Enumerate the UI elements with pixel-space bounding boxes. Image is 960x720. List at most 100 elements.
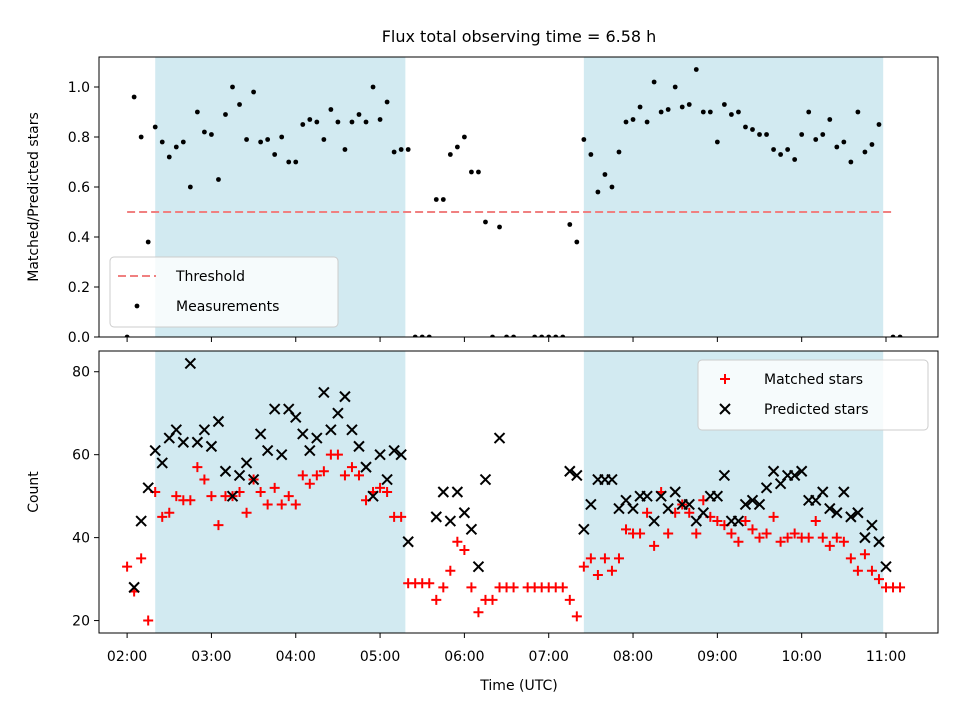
data-point bbox=[384, 99, 390, 105]
legend-box bbox=[697, 359, 929, 431]
data-point bbox=[768, 511, 779, 522]
x-tick-label: 04:00 bbox=[276, 649, 316, 665]
data-point bbox=[581, 137, 587, 142]
x-axis-label: Time (UTC) bbox=[479, 678, 557, 694]
data-point bbox=[873, 574, 884, 585]
data-point bbox=[539, 334, 545, 337]
data-point bbox=[332, 449, 343, 460]
data-point bbox=[269, 482, 280, 493]
data-point bbox=[487, 594, 498, 605]
data-point bbox=[335, 119, 341, 125]
data-point bbox=[279, 134, 285, 140]
data-point bbox=[349, 119, 355, 125]
data-point bbox=[430, 511, 442, 523]
data-point bbox=[732, 515, 745, 527]
data-point bbox=[164, 507, 175, 518]
data-point bbox=[585, 498, 597, 511]
data-point bbox=[135, 515, 147, 527]
data-point bbox=[375, 482, 386, 493]
legend-label: Predicted stars bbox=[764, 402, 869, 418]
legend: Threshold Measurements bbox=[109, 256, 339, 328]
data-point bbox=[353, 440, 365, 453]
data-point bbox=[711, 490, 724, 502]
data-point bbox=[817, 486, 829, 498]
data-point bbox=[321, 137, 327, 142]
data-point bbox=[743, 124, 748, 130]
data-point bbox=[275, 448, 288, 461]
data-point bbox=[454, 144, 460, 150]
data-point bbox=[721, 102, 727, 107]
data-point bbox=[122, 561, 133, 572]
data-point bbox=[469, 169, 474, 175]
data-point bbox=[866, 565, 877, 576]
data-point bbox=[795, 465, 808, 477]
y-axis-label: Matched/Predicted stars bbox=[26, 112, 42, 282]
data-point bbox=[564, 465, 576, 477]
data-point bbox=[747, 524, 758, 535]
data-point bbox=[859, 531, 871, 544]
data-point bbox=[733, 536, 744, 547]
data-point bbox=[268, 403, 281, 415]
chart-title: Flux total observing time = 6.58 h bbox=[382, 27, 657, 46]
data-point bbox=[726, 528, 737, 539]
data-point bbox=[740, 516, 751, 527]
data-point bbox=[451, 486, 464, 498]
data-point bbox=[700, 109, 706, 115]
data-point bbox=[444, 515, 457, 527]
data-point bbox=[328, 107, 334, 112]
data-point bbox=[789, 528, 800, 539]
data-point bbox=[272, 152, 278, 157]
x-tick-label: 02:00 bbox=[107, 649, 147, 665]
data-point bbox=[683, 498, 695, 511]
data-point bbox=[128, 581, 140, 594]
data-point bbox=[185, 495, 196, 506]
data-point bbox=[241, 507, 252, 518]
data-point bbox=[623, 119, 629, 125]
data-point bbox=[788, 469, 801, 482]
data-point bbox=[785, 147, 791, 152]
y-tick-label: 0.4 bbox=[68, 230, 90, 246]
data-point bbox=[859, 549, 870, 560]
data-point bbox=[223, 112, 228, 117]
data-point bbox=[311, 470, 322, 481]
data-point bbox=[662, 502, 674, 515]
data-point bbox=[199, 474, 210, 485]
data-point bbox=[465, 523, 478, 536]
data-point bbox=[202, 129, 207, 135]
data-point bbox=[237, 102, 242, 107]
data-point bbox=[599, 553, 610, 564]
data-point bbox=[205, 440, 218, 453]
data-point bbox=[476, 169, 481, 175]
data-point bbox=[459, 545, 470, 556]
data-point bbox=[254, 428, 267, 440]
data-point bbox=[395, 448, 407, 461]
data-point bbox=[124, 334, 130, 337]
data-point bbox=[693, 67, 699, 72]
data-point bbox=[493, 432, 506, 444]
data-point bbox=[649, 540, 660, 551]
y-tick-label: 40 bbox=[72, 531, 90, 547]
data-point bbox=[764, 132, 769, 137]
data-point bbox=[143, 615, 154, 626]
data-point bbox=[810, 516, 821, 527]
data-point bbox=[166, 154, 172, 160]
data-point bbox=[290, 499, 301, 510]
data-point bbox=[852, 565, 863, 576]
data-point bbox=[895, 582, 906, 593]
data-point bbox=[635, 528, 646, 539]
data-point bbox=[557, 582, 568, 593]
data-point bbox=[508, 582, 519, 593]
y-axis-label: Count bbox=[26, 471, 42, 513]
data-point bbox=[209, 132, 214, 137]
data-point bbox=[370, 84, 376, 90]
data-point bbox=[588, 152, 594, 157]
data-point bbox=[276, 499, 287, 510]
data-point bbox=[171, 491, 182, 502]
data-point bbox=[672, 84, 678, 90]
data-point bbox=[753, 498, 766, 511]
data-point bbox=[244, 137, 249, 142]
data-point bbox=[173, 144, 179, 150]
observing-window bbox=[583, 57, 884, 337]
count-panel: 20 40 60 80 02:00 03:00 04:00 05:00 06:00 07:00 08… bbox=[26, 350, 939, 665]
